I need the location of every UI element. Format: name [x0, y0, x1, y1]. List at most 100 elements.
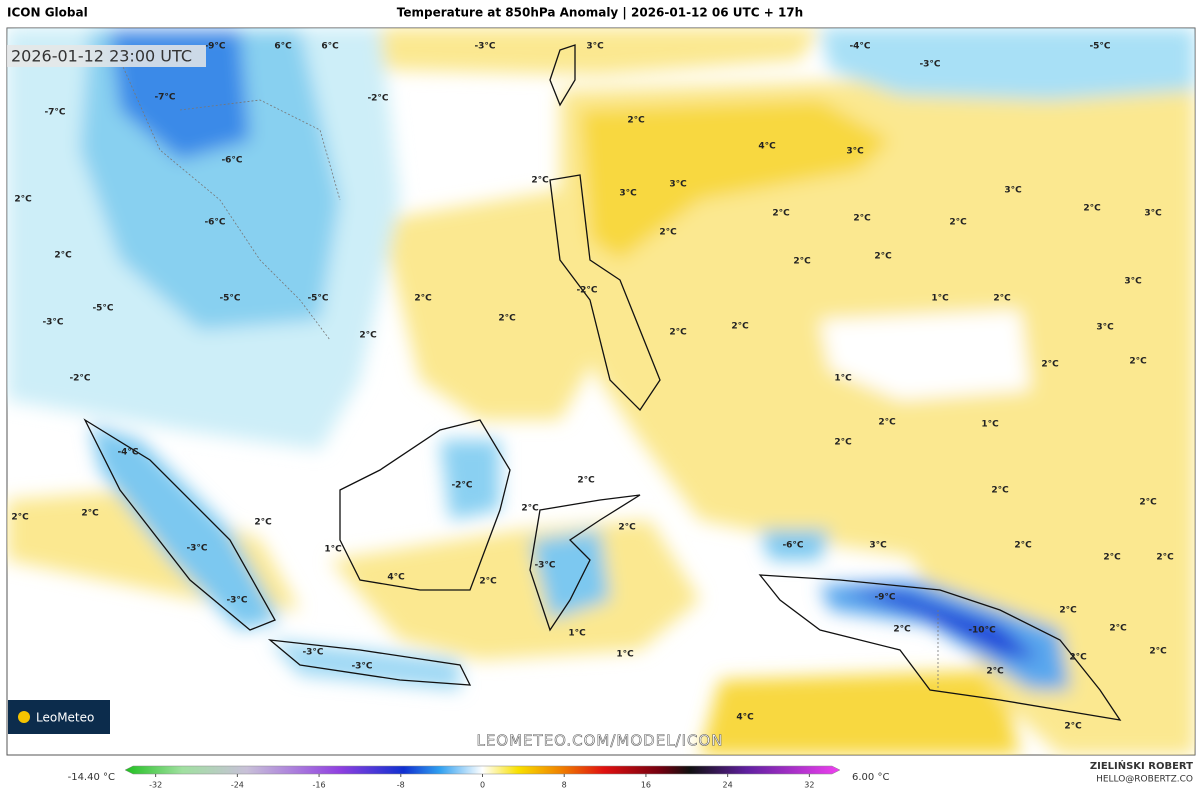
logo-text: LeoMeteo [36, 711, 94, 725]
contour-label: 2°C [81, 509, 99, 519]
contour-label: 3°C [1004, 186, 1022, 196]
colorbar-tick-label: 8 [562, 781, 567, 789]
contour-label: 2°C [1139, 498, 1157, 508]
contour-label: 2°C [627, 116, 645, 126]
map-title: Temperature at 850hPa Anomaly | 2026-01-… [397, 6, 803, 20]
colorbar-tick-label: -32 [149, 781, 162, 789]
contour-label: -2°C [367, 94, 388, 104]
contour-label: 4°C [387, 573, 405, 583]
contour-label: -7°C [154, 93, 175, 103]
contour-label: 3°C [1144, 209, 1162, 219]
contour-label: -3°C [351, 662, 372, 672]
contour-label: 2°C [834, 438, 852, 448]
contour-label: 2°C [1069, 653, 1087, 663]
contour-label: 6°C [321, 42, 339, 52]
contour-label: -2°C [69, 374, 90, 384]
contour-label: 2°C [991, 486, 1009, 496]
contour-label: -3°C [42, 318, 63, 328]
contour-label: 1°C [568, 629, 586, 639]
contour-label: -6°C [221, 156, 242, 166]
contour-label: -3°C [186, 544, 207, 554]
contour-label: 2°C [521, 504, 539, 514]
contour-label: 2°C [1149, 647, 1167, 657]
watermark: LEOMETEO.COM/MODEL/ICON [476, 732, 723, 750]
colorbar-tick-label: 24 [723, 781, 733, 789]
contour-label: -3°C [302, 648, 323, 658]
contour-label: 2°C [793, 257, 811, 267]
contour-label: 2°C [1014, 541, 1032, 551]
contour-label: 2°C [577, 476, 595, 486]
contour-label: 2°C [1059, 606, 1077, 616]
coastlines [83, 44, 1122, 721]
contour-label: -3°C [226, 596, 247, 606]
contour-label: 2°C [669, 328, 687, 338]
contour-label: -3°C [534, 561, 555, 571]
logo-icon [18, 711, 30, 723]
contour-label: 3°C [869, 541, 887, 551]
contour-label: 2°C [479, 577, 497, 587]
contour-label: 2°C [1129, 357, 1147, 367]
contour-label: -5°C [92, 304, 113, 314]
contour-label: 2°C [618, 523, 636, 533]
contour-label: 2°C [659, 228, 677, 238]
contour-label: 2°C [14, 195, 32, 205]
contour-label: -5°C [219, 294, 240, 304]
contour-label: -3°C [474, 42, 495, 52]
contour-label: 2°C [1064, 722, 1082, 732]
contour-label: 2°C [878, 418, 896, 428]
colorbar-tick-label: 0 [480, 781, 485, 789]
contour-label: 1°C [981, 420, 999, 430]
contour-label: -2°C [451, 481, 472, 491]
contour-label: -2°C [576, 286, 597, 296]
contour-label: 2°C [498, 314, 516, 324]
contour-label: 1°C [931, 294, 949, 304]
colorbar-min: -14.40 °C [68, 772, 115, 783]
contour-label: 2°C [949, 218, 967, 228]
contour-label: 2°C [853, 214, 871, 224]
time-box [7, 45, 206, 67]
contour-label: -4°C [117, 448, 138, 458]
contour-label: -9°C [204, 42, 225, 52]
email: HELLO@ROBERTZ.CO [1096, 775, 1193, 785]
contour-label: 2°C [254, 518, 272, 528]
contour-label: 2°C [1041, 360, 1059, 370]
contour-label: 4°C [736, 713, 754, 723]
contour-label: 1°C [616, 650, 634, 660]
author: ZIELIŃSKI ROBERT [1090, 759, 1193, 772]
contour-label: 3°C [846, 147, 864, 157]
contour-label: 2°C [359, 331, 377, 341]
valid-time: 2026-01-12 23:00 UTC [11, 47, 192, 66]
contour-label: 2°C [1103, 553, 1121, 563]
contour-label: -3°C [919, 60, 940, 70]
colorbar [124, 765, 841, 775]
contour-label: 3°C [619, 189, 637, 199]
contour-label: 3°C [1124, 277, 1142, 287]
contour-label: 3°C [669, 180, 687, 190]
borders [119, 59, 939, 690]
contour-label: 2°C [874, 252, 892, 262]
contour-label: -5°C [307, 294, 328, 304]
colorbar-tick-label: -8 [397, 781, 405, 789]
contour-label: 1°C [324, 545, 342, 555]
contour-label: 2°C [11, 513, 29, 523]
contour-label: 2°C [1156, 553, 1174, 563]
contour-label: -10°C [968, 626, 996, 636]
contour-label: 2°C [731, 322, 749, 332]
contour-label: 2°C [414, 294, 432, 304]
contour-label: -4°C [849, 42, 870, 52]
contour-label: 2°C [1083, 204, 1101, 214]
contour-label: -5°C [1089, 42, 1110, 52]
contour-label: 2°C [772, 209, 790, 219]
contour-label: 1°C [834, 374, 852, 384]
contour-label: 2°C [54, 251, 72, 261]
contour-label: -9°C [874, 593, 895, 603]
contour-label: 2°C [1109, 624, 1127, 634]
contour-label: 3°C [586, 42, 604, 52]
contour-label: 3°C [1096, 323, 1114, 333]
contour-label: 2°C [986, 667, 1004, 677]
colorbar-tick-label: -16 [313, 781, 326, 789]
colorbar-tick-label: 16 [641, 781, 651, 789]
colorbar-tick-label: -24 [231, 781, 244, 789]
contour-label: 2°C [893, 625, 911, 635]
